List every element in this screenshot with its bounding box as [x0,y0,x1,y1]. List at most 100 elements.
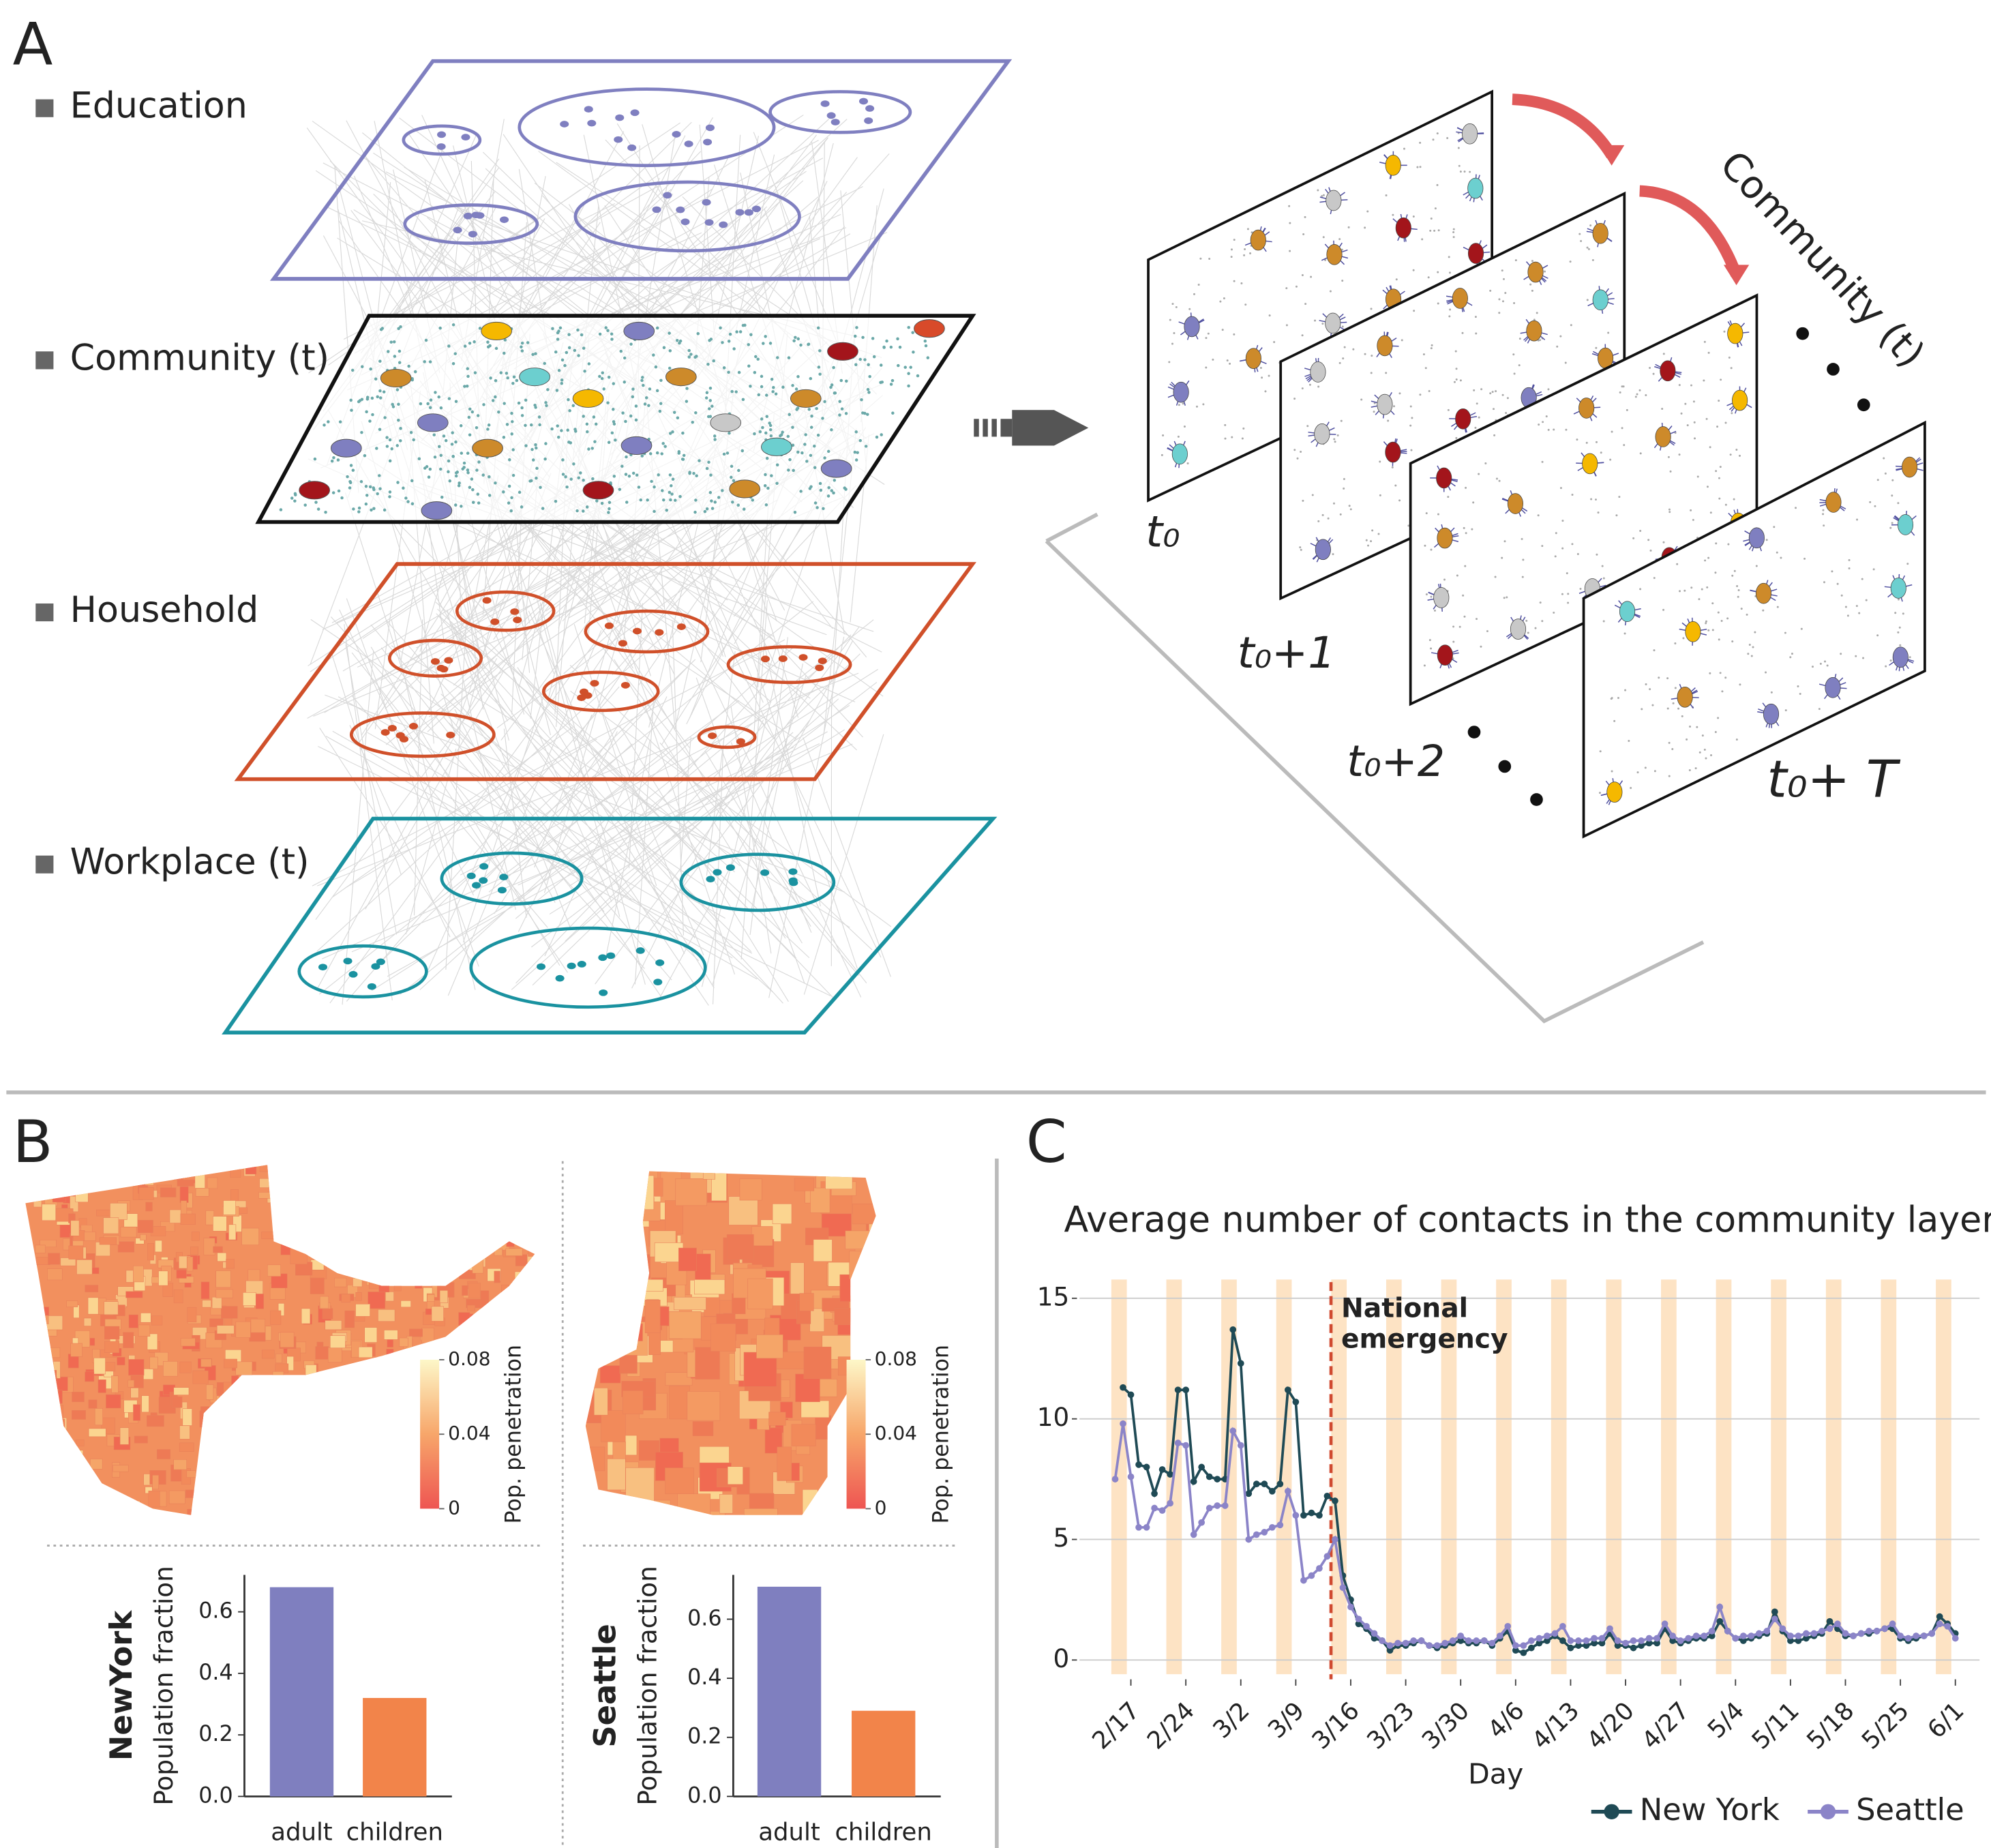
map-region [334,1277,347,1287]
community-node [762,342,765,345]
snapshot-node [1765,671,1767,674]
map-region [120,1165,128,1176]
map-region [728,1196,758,1225]
map-region [88,1487,98,1499]
map-region [135,1238,145,1245]
map-region [813,1239,833,1262]
community-node [577,476,580,479]
snapshot-node [1682,637,1685,640]
venue [790,389,822,408]
snapshot-node [1293,398,1296,400]
community-node [372,507,376,510]
community-node [844,488,848,491]
snapshot-node [1626,408,1628,411]
snapshot-node [1518,364,1521,367]
map-region [375,1356,393,1375]
map-region [46,1412,59,1425]
snapshot-venue [1660,360,1676,382]
snapshot-venue [1433,587,1450,608]
map-region [98,1380,106,1393]
y-tick-label: 0 [1053,1643,1070,1673]
snapshot-node [1844,606,1847,608]
snapshot-node [1649,549,1652,552]
map-region [447,1165,464,1182]
node [614,136,623,143]
series-point [1810,1630,1818,1637]
connection [372,669,878,992]
snapshot-node [1288,205,1291,207]
x-tick-label: 3/16 [1307,1697,1365,1755]
map-region [239,1443,257,1450]
snapshot-node [1241,437,1244,440]
group [469,926,707,1009]
community-node [346,475,349,479]
community-node [655,451,659,455]
series-point [1803,1630,1810,1637]
snapshot-node [1538,423,1540,426]
map-region [629,1323,643,1341]
legend-marker [1820,1804,1836,1819]
community-node [662,498,665,502]
map-region [377,1520,383,1529]
x-tick-label: 4/27 [1636,1697,1694,1755]
community-node [809,376,813,381]
snapshot-node [1430,647,1433,650]
map-region [121,1497,130,1511]
node [482,597,492,604]
snapshot-node [1453,381,1456,383]
node [479,863,489,870]
snapshot-node [1678,384,1681,387]
map-region [495,1206,510,1214]
map-region [138,1324,151,1337]
series-point [1308,1572,1315,1579]
map-region [90,1165,100,1181]
map-region [408,1210,419,1223]
snapshot-node [1365,539,1368,541]
snapshot-node [1822,509,1825,511]
snapshot-node [1513,301,1516,304]
community-node [330,459,334,463]
map-region [297,1232,310,1249]
map-region [68,1245,84,1260]
community-node [677,450,681,453]
connection [351,652,521,867]
map-region [347,1235,361,1242]
snapshot-node [1689,726,1692,728]
community-node [670,492,674,496]
community-node [794,387,798,391]
snapshot-node [1296,457,1299,460]
snapshot-venue [1507,493,1523,514]
weekend-band [1771,1279,1786,1675]
snapshot-node [1595,346,1598,349]
series-point [1559,1637,1566,1644]
community-node [693,510,697,514]
node [387,724,397,732]
community-node [833,391,837,395]
community-node [855,326,858,329]
map-region [159,1165,167,1169]
connection [532,732,794,986]
weekend-band [1881,1279,1897,1675]
snapshot-node [1800,627,1803,630]
snapshot-node [1840,594,1843,597]
node [620,681,630,689]
map-region [73,1450,84,1466]
snapshot-node [1586,299,1589,301]
map-region [104,1326,120,1340]
snapshot-node [1884,472,1887,475]
venue [417,413,449,432]
map-region [79,1493,95,1508]
community-node [391,405,395,408]
snapshot-node [1611,770,1613,773]
community-node [494,346,498,351]
series-point [1692,1633,1700,1639]
map-region [509,1224,520,1240]
map-region [471,1509,482,1515]
map-region [533,1347,535,1354]
snapshot-node [1752,646,1754,649]
series-point [1645,1639,1653,1647]
weekend-band [1936,1279,1951,1675]
series-point [1512,1642,1519,1649]
community-node [511,473,515,477]
snapshot-venue [1385,155,1401,176]
